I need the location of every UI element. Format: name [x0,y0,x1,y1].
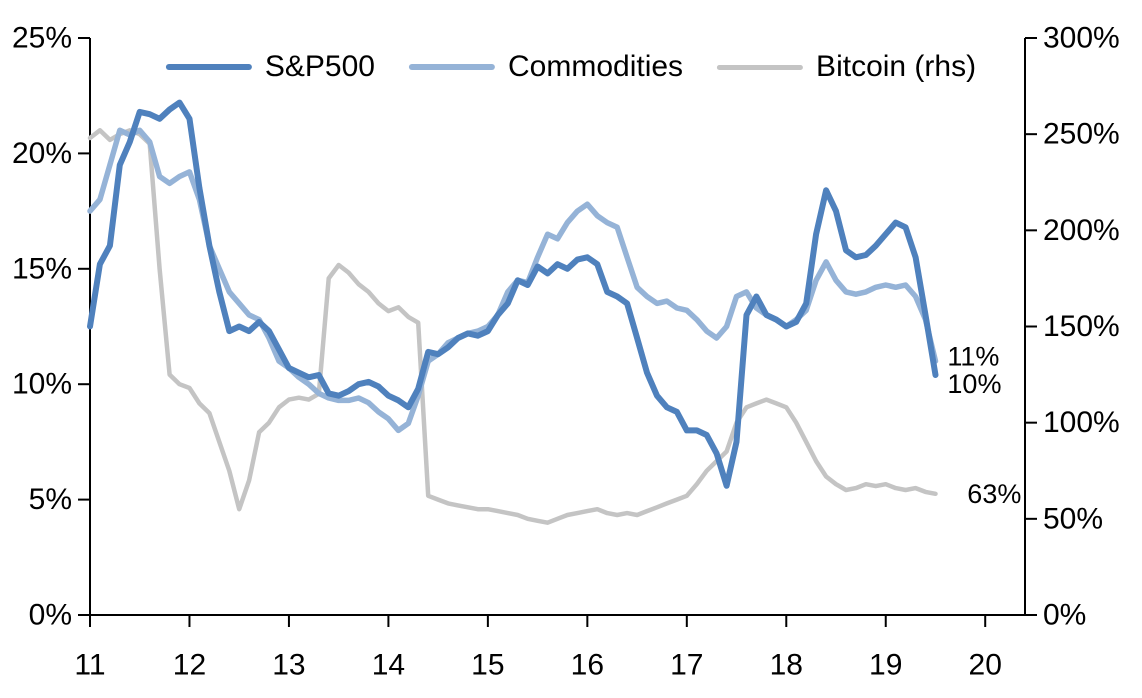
chart-legend: S&P500 Commodities Bitcoin (rhs) [165,50,976,84]
s-p500-line [87,99,939,489]
series-end-value-label: 11% [947,342,999,372]
left-axis-tick-label: 20% [12,137,72,170]
right-axis-tick-label: 0% [1043,599,1086,632]
left-axis-tick-label: 0% [29,599,72,632]
legend-item-sp500: S&P500 [165,50,375,84]
right-axis-tick-label: 50% [1043,502,1103,535]
series-end-value-label: 10% [947,369,1001,399]
x-axis-tick-label: 16 [571,649,604,682]
x-axis-tick-label: 17 [670,649,703,682]
bitcoin-line-swatch [717,64,804,70]
right-axis-tick-label: 100% [1043,406,1120,439]
x-axis-tick-label: 19 [869,649,902,682]
right-axis-tick-label: 300% [1043,22,1120,55]
right-axis-tick-label: 150% [1043,310,1120,343]
x-axis-tick-label: 18 [770,649,803,682]
legend-label-commodities: Commodities [507,50,684,83]
right-axis-tick-label: 200% [1043,214,1120,247]
x-axis-tick-label: 13 [272,649,305,682]
left-axis-tick-label: 15% [12,252,72,285]
bitcoin-rhs-line [87,128,938,525]
legend-item-bitcoin: Bitcoin (rhs) [717,50,976,84]
x-axis-tick-label: 15 [471,649,504,682]
left-axis-tick-label: 5% [29,483,72,516]
sp500-line-swatch [165,64,252,70]
right-axis-tick-label: 250% [1043,118,1120,151]
series-end-value-label: 63% [967,479,1021,509]
left-axis-tick-label: 25% [12,22,72,55]
x-axis-tick-label: 14 [372,649,405,682]
legend-label-sp500: S&P500 [264,50,375,83]
left-axis-tick-label: 10% [12,368,72,401]
commodities-line-swatch [408,64,495,70]
legend-item-commodities: Commodities [408,50,684,84]
x-axis-tick-label: 11 [74,649,105,682]
x-axis-tick-label: 12 [173,649,206,682]
legend-label-bitcoin: Bitcoin (rhs) [816,50,977,83]
x-axis-tick-label: 20 [969,649,1002,682]
